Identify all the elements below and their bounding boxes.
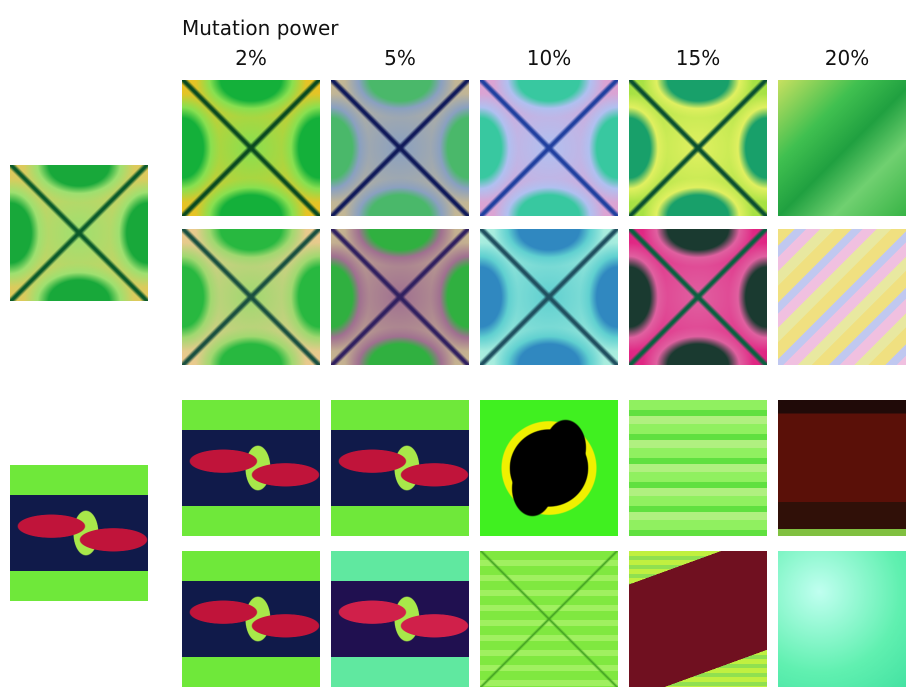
pattern-image (778, 400, 906, 536)
pattern-image (778, 80, 906, 216)
pattern-image (629, 80, 767, 216)
column-label: 15% (629, 46, 767, 70)
pattern-image (629, 551, 767, 687)
figure-title: Mutation power (182, 16, 339, 40)
pattern-image (480, 551, 618, 687)
pattern-image (778, 551, 906, 687)
pattern-image (10, 165, 148, 301)
pattern-image (480, 229, 618, 365)
pattern-image (331, 400, 469, 536)
pattern-image (182, 551, 320, 687)
column-label: 20% (778, 46, 906, 70)
pattern-image (480, 80, 618, 216)
column-label: 10% (480, 46, 618, 70)
pattern-image (182, 400, 320, 536)
pattern-image (331, 229, 469, 365)
column-label: 5% (331, 46, 469, 70)
pattern-image (10, 465, 148, 601)
pattern-image (629, 229, 767, 365)
page: Mutation power 2% 5% 10% 15% 20% (() => … (0, 0, 906, 681)
pattern-image (182, 80, 320, 216)
pattern-image (629, 400, 767, 536)
pattern-image (778, 229, 906, 365)
pattern-image (480, 400, 618, 536)
pattern-image (331, 80, 469, 216)
column-label: 2% (182, 46, 320, 70)
pattern-image (331, 551, 469, 687)
pattern-image (182, 229, 320, 365)
